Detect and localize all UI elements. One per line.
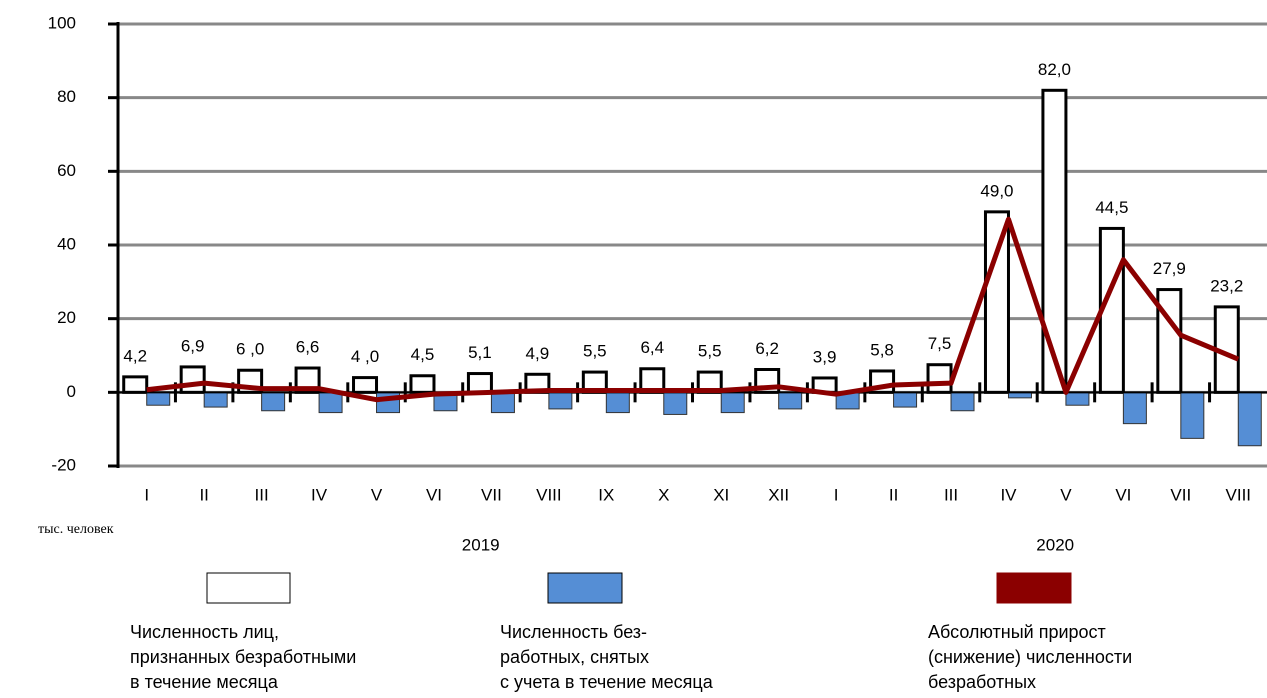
x-tick-label: IV [1000,485,1017,504]
x-tick-label: V [1060,485,1072,504]
x-tick-label: VII [1170,485,1191,504]
x-group-label: 2020 [1036,535,1074,554]
data-label: 49,0 [980,181,1013,200]
x-tick-label: III [944,485,958,504]
data-label: 27,9 [1153,259,1186,278]
bar [1237,391,1262,447]
x-tick-label: I [834,485,839,504]
bar [1180,391,1205,439]
bar [352,376,379,394]
data-label: 6,6 [296,338,320,357]
bar [203,391,228,408]
bar [146,391,171,406]
unit-label: тыс. человек [38,522,114,537]
x-tick-label: XI [713,485,729,504]
x-tick-label: II [199,485,208,504]
data-label: 4,5 [411,345,435,364]
bar [983,210,1010,394]
bar [893,391,918,408]
data-label: 6,2 [755,339,779,358]
y-tick-label: 40 [57,234,76,253]
data-label: 6,4 [640,338,664,357]
bar [778,391,803,410]
legend-swatch [547,572,623,604]
x-tick-label: VIII [536,485,562,504]
y-tick-label: -20 [51,455,76,474]
bar [122,375,149,394]
bar [466,372,493,394]
x-tick-label: X [658,485,669,504]
x-tick-label: II [889,485,898,504]
bar [1065,391,1090,406]
data-label: 82,0 [1038,60,1071,79]
data-label: 5,1 [468,343,492,362]
x-tick-label: IV [311,485,328,504]
bar [1156,288,1183,394]
data-label: 6,9 [181,336,205,355]
bar [663,391,688,415]
x-tick-label: V [371,485,383,504]
x-group-label: 2019 [462,535,500,554]
bar [605,391,630,414]
bar [409,374,436,394]
data-label: 4,2 [123,346,147,365]
x-tick-label: I [144,485,149,504]
bar [950,391,975,412]
y-tick-label: 0 [67,382,76,401]
data-label: 5,8 [870,340,894,359]
legend-label: Численность без- работных, снятых с учет… [500,622,713,692]
bar [318,391,343,414]
bar [1122,391,1147,425]
data-label: 4 ,0 [351,347,379,366]
bar [548,391,573,410]
bar [1041,88,1068,394]
data-label: 23,2 [1210,276,1243,295]
x-tick-label: IX [598,485,614,504]
x-tick-label: VI [1115,485,1131,504]
bar [179,365,206,394]
x-tick-label: VIII [1226,485,1252,504]
bar [490,391,515,414]
x-tick-label: VII [481,485,502,504]
line [146,216,1240,403]
bar [261,391,286,412]
data-label: 6 ,0 [236,340,264,359]
y-tick-label: 20 [57,308,76,327]
data-label: 3,9 [813,347,837,366]
bar [720,391,745,414]
y-tick-label: 100 [48,13,76,32]
data-label: 4,9 [526,344,550,363]
data-label: 7,5 [928,334,952,353]
y-tick-label: 60 [57,161,76,180]
y-tick-label: 80 [57,87,76,106]
x-tick-label: III [255,485,269,504]
data-label: 5,5 [698,342,722,361]
data-label: 5,5 [583,342,607,361]
legend-label: Абсолютный прирост (снижение) численност… [928,622,1133,692]
x-tick-label: VI [426,485,442,504]
bar [926,363,953,394]
legend-label: Численность лиц, признанных безработными… [130,622,357,692]
legend-swatch [206,572,291,604]
legend-swatch [996,572,1072,604]
data-label: 44,5 [1095,198,1128,217]
x-tick-label: XII [768,485,789,504]
